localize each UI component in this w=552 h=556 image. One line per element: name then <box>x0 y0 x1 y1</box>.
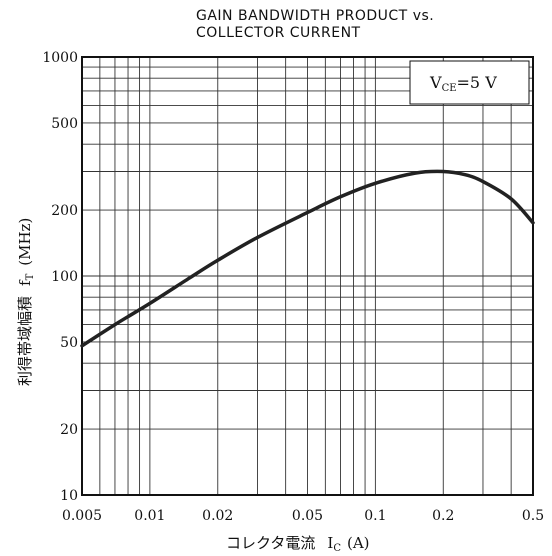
y-tick-label: 50 <box>60 335 78 351</box>
x-axis-symbol: I <box>327 534 333 552</box>
x-axis-label-text: コレクタ電流 <box>226 534 315 552</box>
grid <box>81 56 534 496</box>
condition-symbol: V <box>429 73 442 92</box>
x-axis-label: コレクタ電流 IC (A) <box>226 534 370 554</box>
y-tick-label: 10 <box>60 488 78 504</box>
chart-title-line1: GAIN BANDWIDTH PRODUCT vs. <box>196 8 435 24</box>
chart-title-line2: COLLECTOR CURRENT <box>196 25 361 41</box>
x-tick-label: 0.005 <box>62 508 102 524</box>
x-tick-label: 0.05 <box>292 508 323 524</box>
x-tick-label: 0.01 <box>134 508 165 524</box>
y-tick-label: 100 <box>51 269 78 285</box>
y-tick-label: 20 <box>60 422 78 438</box>
x-tick-label: 0.1 <box>364 508 386 524</box>
plot-frame <box>81 56 534 496</box>
condition-box <box>409 60 530 105</box>
condition-value: =5 V <box>457 73 498 92</box>
x-axis-unit: (A) <box>347 534 370 552</box>
y-axis-subscript: T <box>25 273 36 280</box>
y-axis-label-text: 利得帯域幅積 <box>16 296 34 386</box>
y-tick-label: 200 <box>51 203 78 219</box>
x-tick-label: 0.02 <box>202 508 233 524</box>
x-tick-labels: 0.005 0.01 0.02 0.05 0.1 0.2 0.5 <box>62 508 544 524</box>
y-axis-label: 利得帯域幅積 fT (MHz) <box>16 218 36 386</box>
y-tick-labels: 10 20 50 100 200 500 1000 <box>42 50 78 504</box>
x-tick-label: 0.5 <box>522 508 544 524</box>
condition-label: VCE=5 V <box>429 73 497 94</box>
y-tick-label: 1000 <box>42 50 78 66</box>
series-line <box>80 169 535 348</box>
x-axis-subscript: C <box>333 543 341 554</box>
condition-subscript: CE <box>442 83 457 94</box>
y-tick-label: 500 <box>51 116 78 132</box>
y-axis-symbol: f <box>16 279 34 286</box>
y-axis-unit: (MHz) <box>16 218 34 266</box>
x-tick-label: 0.2 <box>432 508 454 524</box>
